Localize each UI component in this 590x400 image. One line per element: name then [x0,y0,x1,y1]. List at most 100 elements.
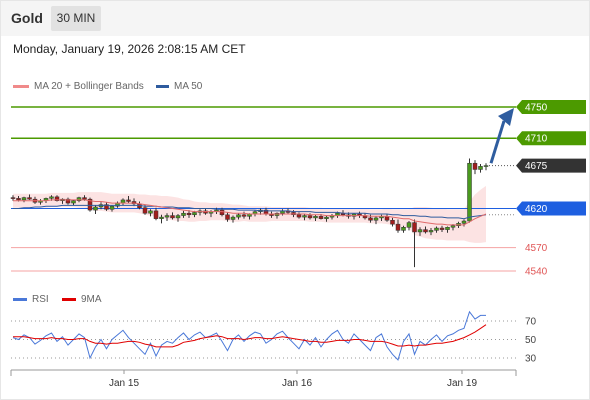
candle-body [16,198,21,201]
moving-averages [13,199,487,226]
legend-rsi: RSI [13,294,49,305]
ma9-label: 9MA [81,294,102,305]
label-4750-text: 4750 [525,103,548,114]
candle-body [428,230,434,233]
candle-body [368,217,373,221]
ma20-label: MA 20 + Bollinger Bands [34,81,144,92]
candle-body [186,212,192,216]
candle-body [109,205,115,210]
candle-body [439,227,445,230]
candle-body [54,196,60,201]
candle-body [483,165,489,167]
candle-body [142,207,148,214]
x-axis [10,369,517,376]
candle-body [126,199,131,202]
candle-body [395,223,401,231]
legend-ma20: MA 20 + Bollinger Bands [13,81,144,92]
candle-body [148,210,153,214]
legend-9ma: 9MA [62,294,102,305]
arrow-head [498,108,514,126]
arrow-shaft [489,120,506,164]
label-4620: 4620 [516,201,586,216]
label-4675: 4675 [516,158,586,173]
rsi-label: RSI [32,294,49,305]
candle-body [434,227,439,231]
rsi-swatch [13,298,27,301]
candle-body [412,222,417,233]
candle-body [192,212,197,216]
candle-body [164,215,170,218]
target-arrow [489,108,514,164]
candle-body [10,197,16,199]
chart-header: Gold 30 MIN [0,0,590,36]
label-4750: 4750 [516,100,586,114]
candle-body [313,216,318,219]
label-4570-text: 4570 [525,243,548,254]
candle-body [71,200,76,204]
symbol-name: Gold [11,10,43,26]
candle-body [467,162,472,222]
candle-body [373,217,379,221]
candle-body [401,227,406,231]
candle-body [87,198,93,211]
x-label-jan15: Jan 15 [109,378,139,389]
x-label-jan19: Jan 19 [447,378,477,389]
candle-body [230,216,236,220]
candle-body [406,222,412,228]
candle-body [175,215,181,219]
candle-body [307,215,313,219]
candle-body [445,227,450,230]
candle-body [93,206,98,211]
candle-body [159,216,164,219]
candle-body [296,214,302,218]
candle-body [417,229,423,233]
candle-body [170,215,175,219]
candle-body [324,216,329,219]
label-4620-text: 4620 [525,204,548,215]
candle-body [82,197,87,200]
rsi-level-30: 30 [525,354,537,365]
candle-body [241,214,247,217]
candle-body [120,199,126,204]
candle-body [318,216,324,219]
price-level-lines [11,106,516,272]
candle-body [27,197,32,200]
ma9-swatch [62,298,76,301]
candle-body [478,166,483,170]
ma50-label: MA 50 [174,81,203,92]
candle-body [302,215,307,218]
timeframe-button[interactable]: 30 MIN [51,6,101,31]
label-4540-text: 4540 [525,267,548,278]
candle-body [450,225,456,228]
rsi-level-50: 50 [525,335,537,346]
ma20-line [13,199,487,226]
rsi-ma-line [13,324,487,348]
rsi-panel [11,310,516,361]
ma50-line [13,204,487,220]
x-label-jan16: Jan 16 [282,378,312,389]
candle-body [65,198,71,204]
legend-ma50: MA 50 [156,81,202,92]
candle-body [225,214,230,220]
candle-body [153,210,159,219]
candle-body [219,209,225,216]
candle-body [236,214,241,218]
label-4710: 4710 [516,131,586,146]
rsi-line [12,310,486,361]
ma20-swatch [13,85,29,88]
label-4710-text: 4710 [525,134,548,145]
candle-body [390,219,395,225]
ma50-swatch [156,85,169,88]
candle-body [423,229,428,233]
candle-body [21,197,27,201]
candle-body [472,162,478,170]
candle-body [461,220,467,224]
label-4675-text: 4675 [525,161,548,172]
candle-body [104,204,109,210]
chart-datetime: Monday, January 19, 2026 2:08:15 AM CET [13,42,246,56]
candle-body [76,197,82,201]
candle-body [181,212,186,216]
candle-body [49,196,54,199]
price-labels: 4750 4710 4675 4620 4570 4540 [516,100,586,278]
